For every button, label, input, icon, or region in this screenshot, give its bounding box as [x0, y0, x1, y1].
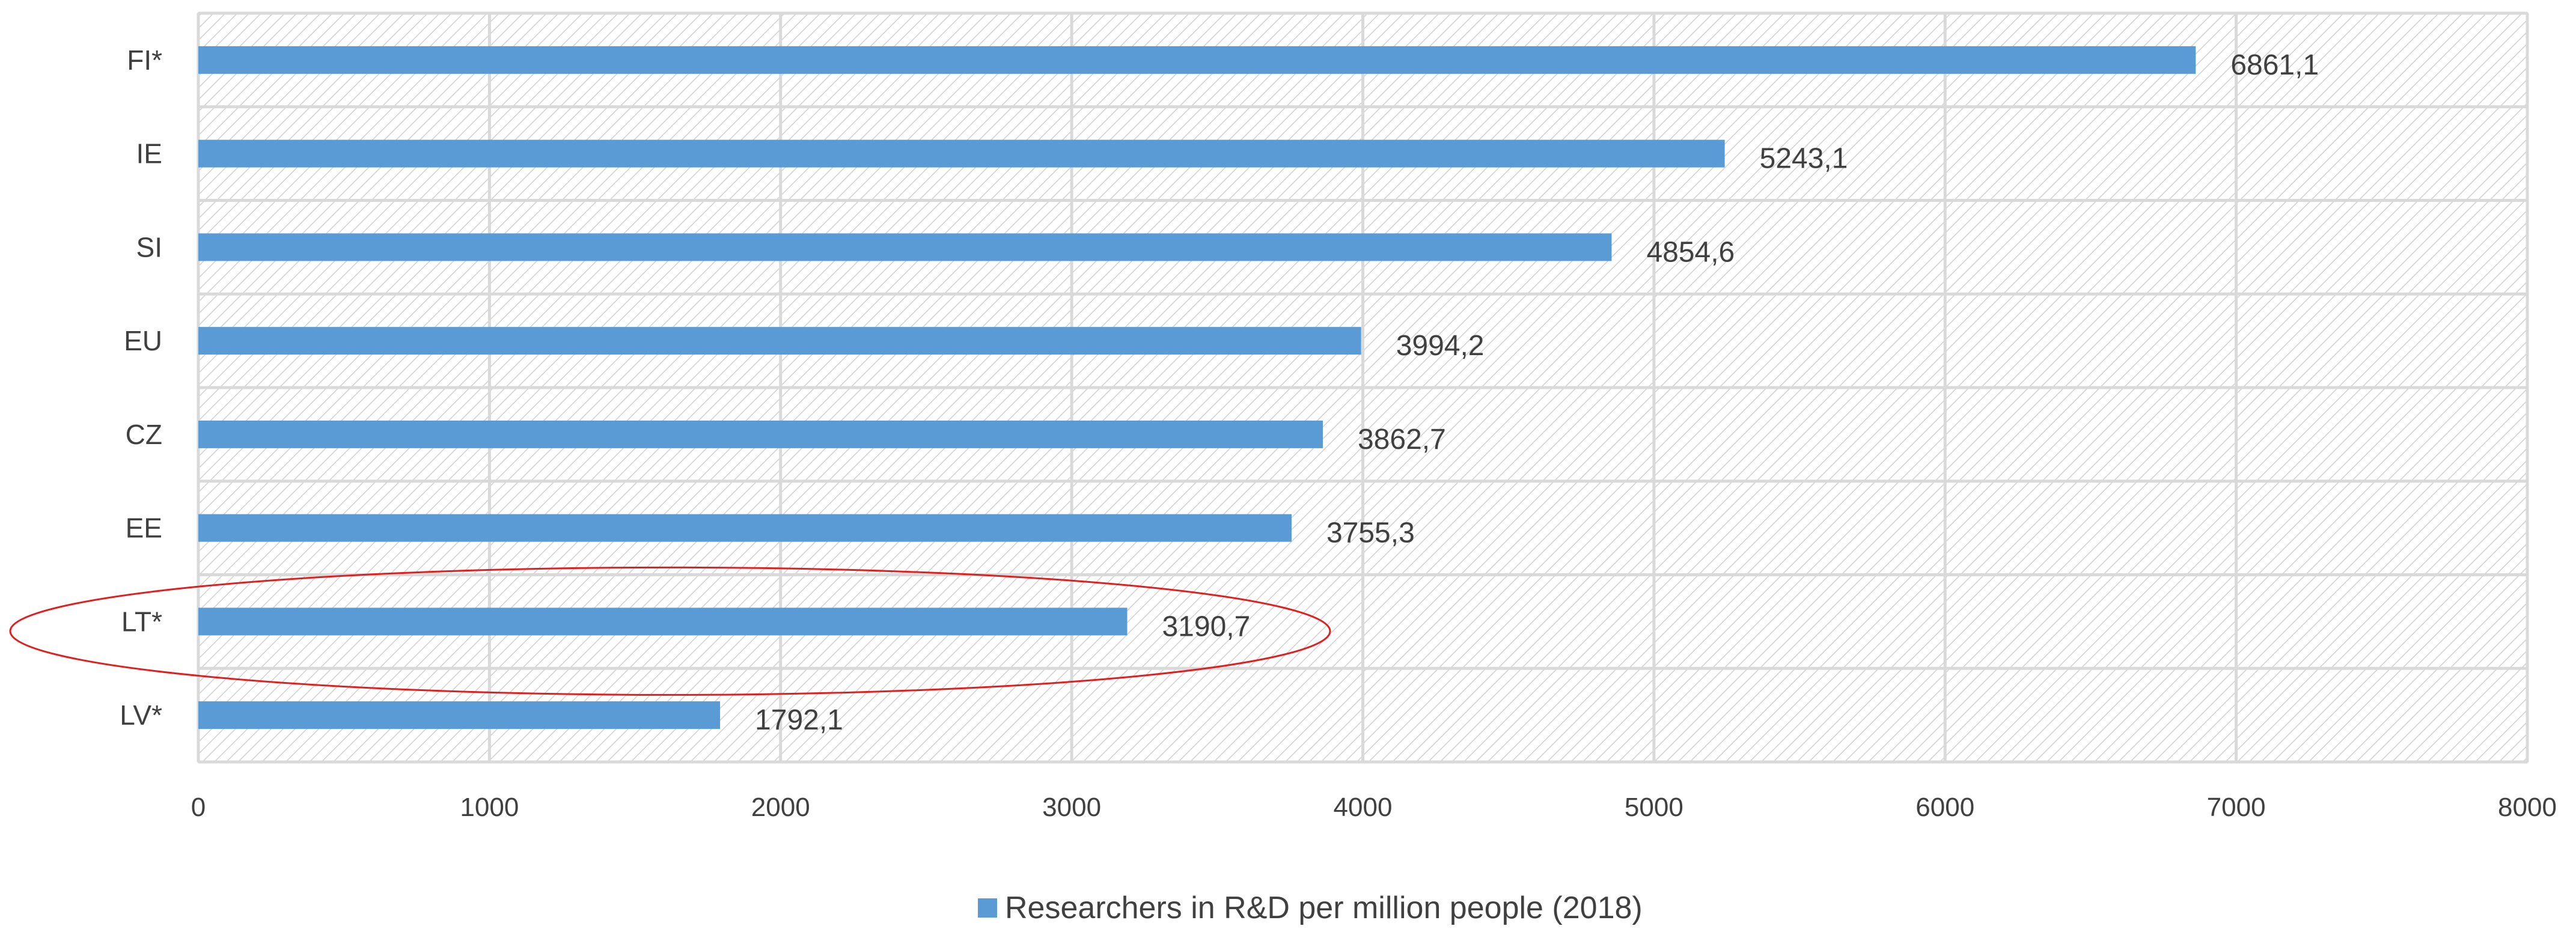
data-label: 1792,1	[755, 704, 843, 736]
x-tick-label: 4000	[1334, 793, 1393, 822]
x-tick-label: 7000	[2207, 793, 2266, 822]
category-label: SI	[136, 231, 162, 263]
legend-swatch	[978, 898, 997, 918]
bar	[198, 420, 1323, 448]
x-tick-label: 0	[191, 793, 206, 822]
data-label: 3755,3	[1326, 517, 1415, 549]
data-label: 5243,1	[1760, 143, 1848, 175]
x-tick-label: 2000	[751, 793, 810, 822]
category-label: EU	[124, 325, 162, 356]
category-labels: FI* IE SI EU CZ EE LT* LV*	[120, 44, 162, 731]
bars	[198, 46, 2196, 729]
bar	[198, 514, 1292, 542]
bar	[198, 139, 1725, 168]
x-tick-label: 8000	[2498, 793, 2557, 822]
x-tick-label: 6000	[1915, 793, 1974, 822]
x-tick-label: 3000	[1042, 793, 1101, 822]
data-label: 3862,7	[1358, 424, 1446, 455]
data-label: 6861,1	[2230, 49, 2319, 81]
legend: Researchers in R&D per million people (2…	[978, 891, 1643, 925]
bar	[198, 701, 721, 729]
data-labels: 6861,1 5243,1 4854,6 3994,2 3862,7 3755,3 3190…	[755, 49, 2319, 736]
bar	[198, 46, 2196, 74]
grid-lines	[197, 11, 2529, 764]
category-label: IE	[136, 138, 162, 169]
x-tick-label: 5000	[1625, 793, 1683, 822]
highlight-ellipse	[9, 566, 1331, 696]
category-label: LT*	[121, 606, 162, 637]
category-label: LV*	[120, 699, 162, 731]
category-label: EE	[126, 513, 162, 544]
data-label: 4854,6	[1646, 236, 1735, 268]
category-label: FI*	[127, 44, 162, 76]
data-label: 3994,2	[1396, 330, 1485, 362]
bar	[198, 608, 1128, 636]
bar	[198, 233, 1612, 261]
bar	[198, 327, 1361, 355]
category-label: CZ	[126, 419, 162, 450]
data-label: 3190,7	[1162, 611, 1250, 642]
legend-label: Researchers in R&D per million people (2…	[1005, 891, 1643, 925]
x-axis-ticks: 0 1000 2000 3000 4000 5000 6000 7000 8000	[191, 793, 2557, 822]
x-tick-label: 1000	[460, 793, 519, 822]
